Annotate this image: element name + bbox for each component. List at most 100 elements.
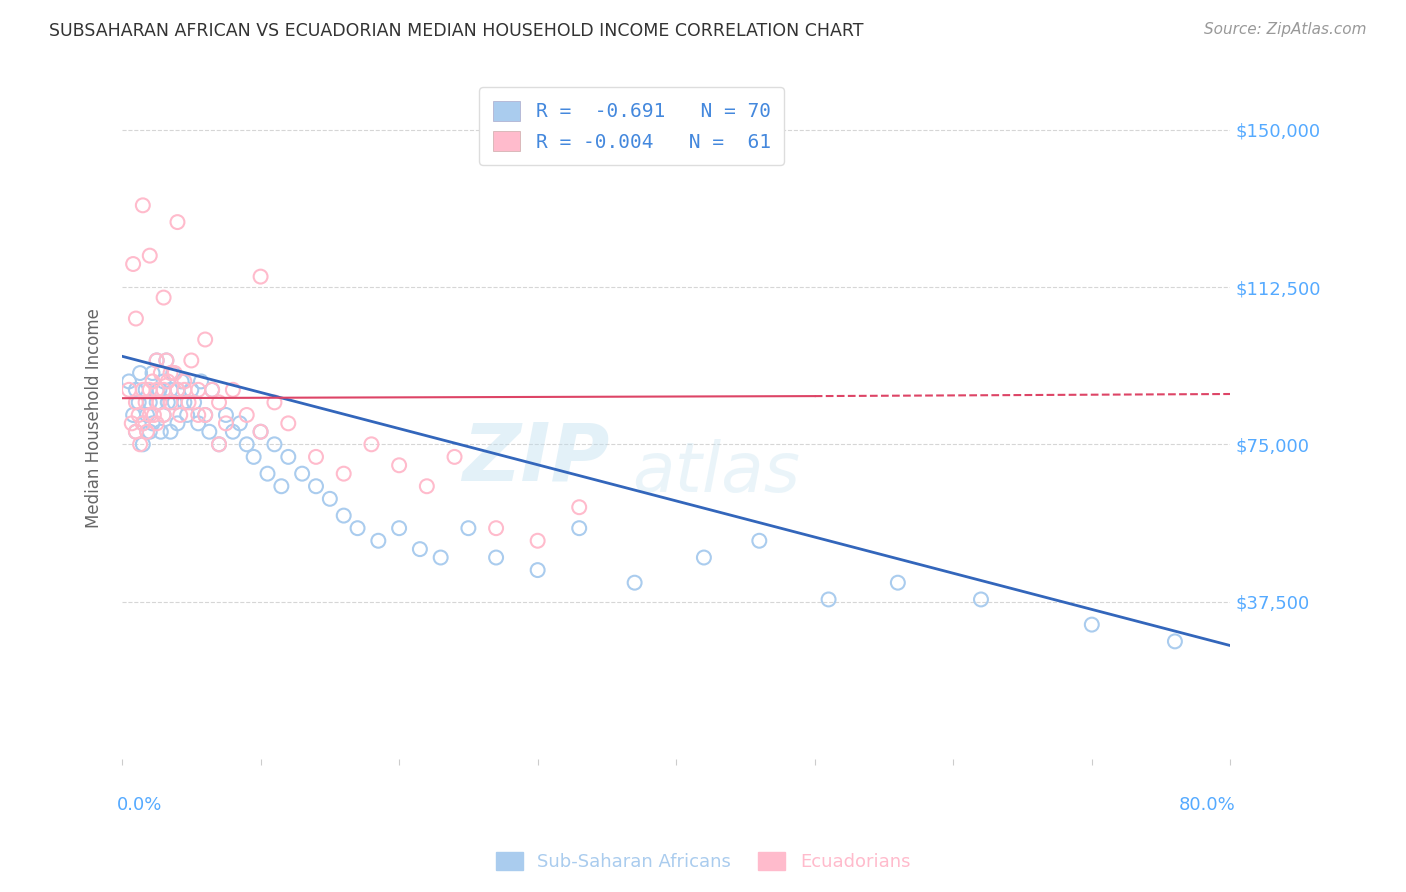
Point [173,395,195,409]
Point [129,437,152,451]
Point [305,450,328,464]
Point [145,417,167,431]
Point [693,550,716,565]
Point [291,467,314,481]
Point [152,383,174,397]
Point [173,383,195,397]
Point [141,375,163,389]
Point [163,366,186,380]
Point [125,395,148,409]
Text: SUBSAHARAN AFRICAN VS ECUADORIAN MEDIAN HOUSEHOLD INCOME CORRELATION CHART: SUBSAHARAN AFRICAN VS ECUADORIAN MEDIAN … [49,22,863,40]
Point [149,425,172,439]
Point [409,542,432,557]
Legend: Sub-Saharan Africans, Ecuadorians: Sub-Saharan Africans, Ecuadorians [488,845,918,879]
Point [139,395,162,409]
Point [132,383,155,397]
Point [152,375,174,389]
Point [159,395,181,409]
Point [170,375,193,389]
Point [242,450,264,464]
Point [388,458,411,473]
Point [136,425,159,439]
Point [122,408,145,422]
Point [568,500,591,515]
Legend: R =  -0.691   N = 70, R = -0.004   N =  61: R = -0.691 N = 70, R = -0.004 N = 61 [479,87,785,165]
Point [118,383,141,397]
Point [319,491,342,506]
Point [235,408,257,422]
Point [156,375,179,389]
Point [249,269,271,284]
Point [149,366,172,380]
Point [388,521,411,535]
Point [416,479,439,493]
Point [135,395,157,409]
Point [136,408,159,422]
Point [183,395,205,409]
Point [215,408,238,422]
Point [485,550,508,565]
Point [277,450,299,464]
Point [201,383,224,397]
Point [748,533,770,548]
Point [152,408,174,422]
Point [128,408,150,422]
Point [139,425,162,439]
Point [145,353,167,368]
Point [190,375,212,389]
Point [166,383,188,397]
Point [568,521,591,535]
Point [166,383,188,397]
Point [970,592,993,607]
Point [125,425,148,439]
Point [249,425,271,439]
Point [169,408,191,422]
Point [429,550,451,565]
Point [194,333,217,347]
Point [159,425,181,439]
Point [180,353,202,368]
Point [145,395,167,409]
Point [443,450,465,464]
Point [129,366,152,380]
Point [139,249,162,263]
Point [208,437,231,451]
Point [152,291,174,305]
Text: ZIP: ZIP [463,420,610,498]
Point [208,437,231,451]
Point [155,353,177,368]
Point [139,383,162,397]
Point [132,198,155,212]
Point [163,395,186,409]
Point [145,353,167,368]
Point [135,383,157,397]
Point [159,366,181,380]
Point [176,408,198,422]
Text: 80.0%: 80.0% [1180,797,1236,814]
Point [222,383,245,397]
Point [623,575,645,590]
Point [194,408,217,422]
Point [235,437,257,451]
Point [173,375,195,389]
Point [229,417,252,431]
Point [360,437,382,451]
Point [263,437,285,451]
Point [526,563,548,577]
Point [346,521,368,535]
Point [177,395,200,409]
Text: atlas: atlas [631,439,800,506]
Point [148,395,170,409]
Point [305,479,328,493]
Point [526,533,548,548]
Point [1164,634,1187,648]
Y-axis label: Median Household Income: Median Household Income [86,308,103,528]
Point [125,383,148,397]
Point [180,383,202,397]
Point [277,417,299,431]
Point [222,425,245,439]
Point [118,375,141,389]
Point [152,408,174,422]
Point [156,395,179,409]
Point [125,311,148,326]
